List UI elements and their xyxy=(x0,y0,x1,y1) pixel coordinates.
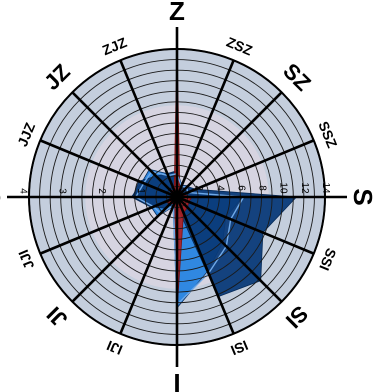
direction-label-j: J xyxy=(0,190,6,204)
spoke-ssi xyxy=(176,195,315,255)
radial-tick-j-3: 3 xyxy=(57,188,68,194)
spoke-jji xyxy=(39,195,178,255)
direction-label-jz: JZ xyxy=(39,59,75,95)
direction-spokes xyxy=(7,27,347,367)
direction-label-s: S xyxy=(348,188,373,205)
spoke-zjz xyxy=(119,59,179,198)
spoke-jjz xyxy=(39,139,178,199)
spoke-ssz xyxy=(176,139,315,199)
radial-tick-2: 2 xyxy=(193,185,204,191)
direction-label-sz: SZ xyxy=(278,58,316,96)
spoke-ji xyxy=(71,196,178,303)
direction-label-ssz: SSZ xyxy=(315,119,340,151)
radial-tick-12: 12 xyxy=(299,182,310,194)
direction-label-iji: IJI xyxy=(104,338,125,359)
spoke-isi xyxy=(175,196,235,335)
direction-label-zjz: ZJZ xyxy=(100,34,130,58)
radial-tick-8: 8 xyxy=(257,185,268,191)
radial-tick-4: 4 xyxy=(214,185,225,191)
spoke-iji xyxy=(119,196,179,335)
spoke-zsz xyxy=(175,59,235,198)
spoke-si xyxy=(176,196,283,303)
direction-label-ssi: SSI xyxy=(316,246,339,273)
direction-label-ji: JI xyxy=(42,302,73,333)
direction-label-si: SI xyxy=(281,301,313,333)
direction-label-jji: JJI xyxy=(15,247,37,271)
direction-label-i: I xyxy=(173,368,180,392)
radial-tick-j-1: 1 xyxy=(135,188,146,194)
radial-tick-10: 10 xyxy=(278,182,289,194)
direction-label-z: Z xyxy=(169,0,185,26)
radial-tick-14: 14 xyxy=(320,182,331,194)
radial-tick-j-4: 4 xyxy=(18,188,29,194)
radial-tick-j-2: 2 xyxy=(96,188,107,194)
direction-label-isi: ISI xyxy=(229,337,251,358)
direction-label-zsz: ZSZ xyxy=(224,34,255,59)
radial-tick-6: 6 xyxy=(235,185,246,191)
direction-label-jjz: JJZ xyxy=(14,120,38,149)
spoke-sz xyxy=(176,91,283,198)
spoke-jz xyxy=(71,91,178,198)
